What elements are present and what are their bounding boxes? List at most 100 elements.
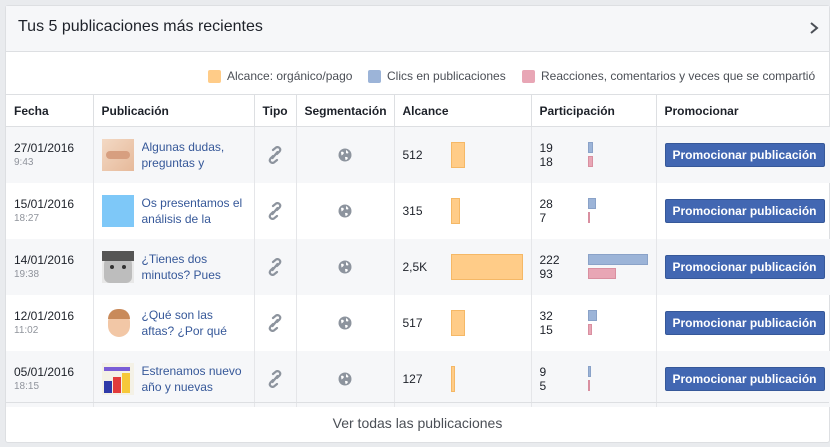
targeting-cell bbox=[296, 182, 395, 239]
post-cell: Os presentamos el análisis de la Atenció… bbox=[93, 182, 255, 239]
table-row: 14/01/2016 19:38 ¿Tienes dos minutos? Pu… bbox=[6, 238, 830, 295]
legend-label-reach: Alcance: orgánico/pago bbox=[227, 69, 353, 83]
reactions-value: 15 bbox=[539, 322, 553, 337]
date-cell: 05/01/2016 18:15 bbox=[6, 350, 94, 407]
reach-cell: 512 bbox=[394, 126, 532, 183]
clicks-value: 28 bbox=[539, 196, 553, 211]
recent-posts-panel: Tus 5 publicaciones más recientes Alcanc… bbox=[5, 5, 830, 443]
link-icon bbox=[268, 313, 282, 332]
table-row: 27/01/2016 9:43 Algunas dudas, preguntas… bbox=[6, 126, 830, 183]
col-header-type: Tipo bbox=[254, 94, 297, 127]
promote-post-button[interactable]: Promocionar publicación bbox=[664, 142, 825, 167]
engagement-cell: 9 5 bbox=[531, 350, 657, 407]
promote-cell: Promocionar publicación bbox=[656, 183, 830, 239]
reach-value: 517 bbox=[402, 315, 423, 330]
date-cell: 14/01/2016 19:38 bbox=[6, 238, 94, 295]
legend-item-reach: Alcance: orgánico/pago bbox=[208, 69, 352, 83]
posts-table: Fecha Publicación Tipo Segmentación Alca… bbox=[6, 94, 830, 407]
table-row: 15/01/2016 18:27 Os presentamos el análi… bbox=[6, 182, 830, 239]
post-time: 11:02 bbox=[14, 324, 39, 336]
post-time: 19:38 bbox=[14, 268, 40, 280]
post-title-link[interactable]: Estrenamos nuevo año y nuevas ilusiones bbox=[141, 363, 242, 394]
reactions-bar bbox=[587, 156, 593, 168]
post-date: 12/01/2016 bbox=[14, 308, 75, 323]
post-date: 05/01/2016 bbox=[14, 364, 75, 379]
table-row: 12/01/2016 11:02 ¿Qué son las aftas? ¿Po… bbox=[6, 294, 830, 351]
reach-bar bbox=[450, 141, 465, 168]
clicks-bar bbox=[587, 142, 593, 154]
reactions-bar bbox=[587, 324, 592, 335]
chevron-right-icon[interactable] bbox=[807, 20, 821, 36]
globe-icon bbox=[338, 372, 352, 386]
reach-bar bbox=[450, 197, 460, 224]
post-thumbnail[interactable] bbox=[101, 306, 134, 339]
link-icon bbox=[268, 257, 282, 276]
reactions-value: 5 bbox=[539, 378, 547, 393]
type-cell bbox=[254, 350, 297, 407]
targeting-cell bbox=[296, 350, 395, 407]
col-header-engagement: Participación bbox=[531, 94, 657, 127]
post-date: 14/01/2016 bbox=[14, 252, 75, 267]
legend-swatch-reactions bbox=[522, 69, 535, 83]
reactions-bar bbox=[587, 380, 590, 391]
post-date: 27/01/2016 bbox=[14, 140, 75, 155]
reactions-value: 93 bbox=[539, 266, 553, 281]
post-thumbnail[interactable] bbox=[101, 194, 134, 227]
reactions-value: 18 bbox=[539, 154, 553, 169]
clicks-value: 9 bbox=[539, 364, 547, 379]
table-header-row: Fecha Publicación Tipo Segmentación Alca… bbox=[6, 94, 830, 127]
post-thumbnail[interactable] bbox=[101, 250, 134, 283]
post-title-link[interactable]: Os presentamos el análisis de la Atenció… bbox=[141, 195, 243, 226]
date-cell: 27/01/2016 9:43 bbox=[6, 126, 94, 183]
promote-cell: Promocionar publicación bbox=[656, 126, 830, 183]
promote-cell: Promocionar publicación bbox=[656, 295, 830, 351]
reach-cell: 517 bbox=[394, 294, 532, 351]
reactions-bar bbox=[587, 212, 590, 223]
reach-cell: 2,5K bbox=[394, 238, 532, 295]
post-time: 9:43 bbox=[14, 156, 34, 168]
promote-cell: Promocionar publicación bbox=[656, 350, 830, 407]
reach-value: 127 bbox=[402, 371, 423, 386]
globe-icon bbox=[338, 316, 352, 330]
post-cell: ¿Qué son las aftas? ¿Por qué aparecen bbox=[93, 294, 255, 351]
targeting-cell bbox=[296, 294, 395, 351]
col-header-reach: Alcance bbox=[394, 94, 532, 127]
col-header-date: Fecha bbox=[6, 94, 94, 127]
legend-label-reactions: Reacciones, comentarios y veces que se c… bbox=[541, 69, 816, 83]
reach-value: 315 bbox=[402, 203, 423, 218]
post-time: 18:27 bbox=[14, 212, 40, 224]
promote-post-button[interactable]: Promocionar publicación bbox=[664, 366, 825, 391]
legend-item-reactions: Reacciones, comentarios y veces que se c… bbox=[522, 69, 815, 83]
post-time: 18:15 bbox=[14, 380, 40, 392]
promote-post-button[interactable]: Promocionar publicación bbox=[664, 310, 825, 335]
engagement-cell: 28 7 bbox=[531, 182, 657, 239]
promote-post-button[interactable]: Promocionar publicación bbox=[664, 254, 825, 279]
clicks-bar bbox=[587, 254, 648, 265]
post-title-link[interactable]: ¿Tienes dos minutos? Pues siéntate, bbox=[141, 251, 221, 282]
legend-swatch-reach bbox=[208, 69, 221, 83]
globe-icon bbox=[338, 148, 352, 162]
reach-value: 2,5K bbox=[402, 259, 428, 274]
post-title-link[interactable]: ¿Qué son las aftas? ¿Por qué aparecen bbox=[141, 307, 227, 338]
chart-legend: Alcance: orgánico/pago Clics en publicac… bbox=[6, 52, 829, 94]
col-header-promote: Promocionar bbox=[656, 94, 830, 127]
engagement-cell: 32 15 bbox=[531, 294, 657, 351]
link-icon bbox=[268, 145, 282, 164]
globe-icon bbox=[338, 204, 352, 218]
type-cell bbox=[254, 294, 297, 351]
post-thumbnail[interactable] bbox=[101, 362, 134, 395]
clicks-bar bbox=[587, 198, 596, 209]
targeting-cell bbox=[296, 238, 395, 295]
promote-post-button[interactable]: Promocionar publicación bbox=[664, 198, 825, 223]
legend-label-clicks: Clics en publicaciones bbox=[387, 69, 506, 83]
reach-value: 512 bbox=[402, 147, 423, 162]
link-icon bbox=[268, 369, 282, 388]
legend-item-clicks: Clics en publicaciones bbox=[368, 69, 506, 83]
type-cell bbox=[254, 238, 297, 295]
see-all-posts-link[interactable]: Ver todas las publicaciones bbox=[6, 402, 829, 442]
targeting-cell bbox=[296, 126, 395, 183]
type-cell bbox=[254, 182, 297, 239]
post-thumbnail[interactable] bbox=[101, 138, 134, 171]
engagement-cell: 222 93 bbox=[531, 238, 657, 295]
post-title-link[interactable]: Algunas dudas, preguntas y respuestas bbox=[141, 139, 225, 170]
